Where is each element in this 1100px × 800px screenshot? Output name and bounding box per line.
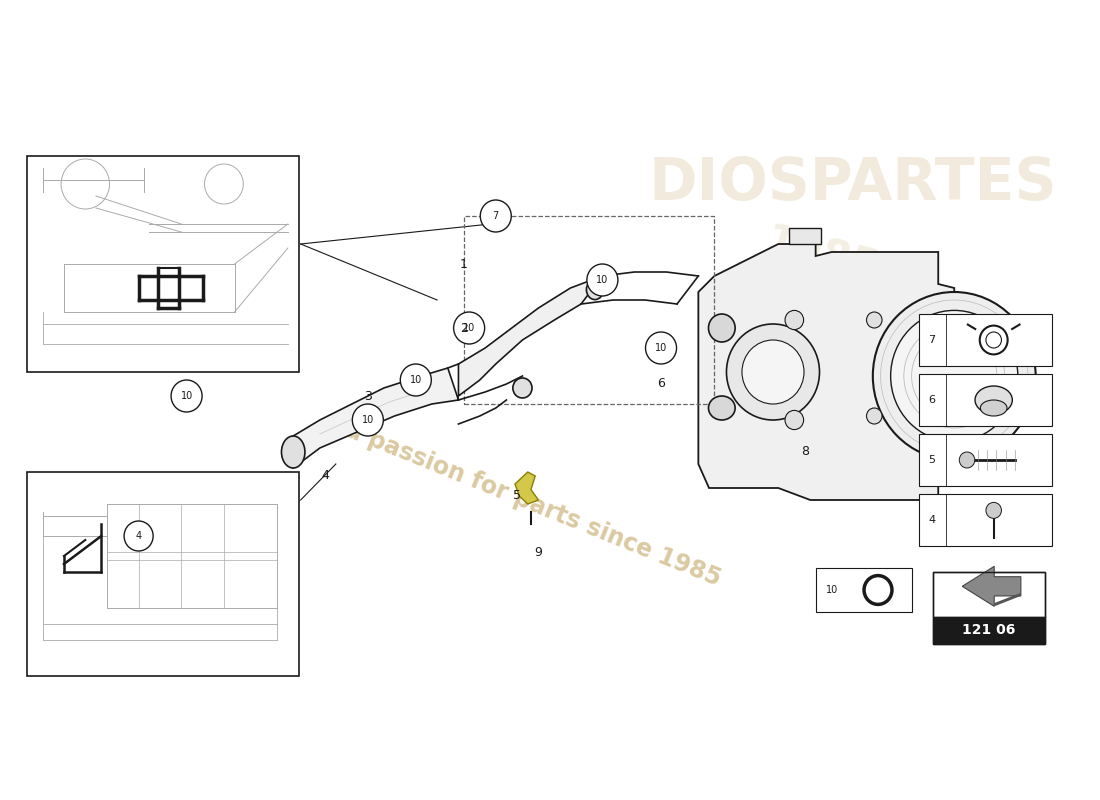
- Bar: [920, 374, 1053, 426]
- Text: 9: 9: [535, 546, 542, 558]
- Ellipse shape: [586, 279, 604, 299]
- Ellipse shape: [975, 386, 1012, 414]
- Bar: [815, 568, 912, 612]
- Bar: [464, 216, 714, 404]
- Circle shape: [867, 312, 882, 328]
- Text: 6: 6: [657, 378, 665, 390]
- Text: 1985: 1985: [760, 221, 882, 291]
- Text: 10: 10: [180, 391, 192, 401]
- Polygon shape: [515, 472, 538, 504]
- Ellipse shape: [513, 378, 532, 398]
- Polygon shape: [962, 566, 1021, 606]
- Ellipse shape: [708, 396, 735, 420]
- Text: 10: 10: [409, 375, 422, 385]
- Circle shape: [453, 312, 485, 344]
- Text: 5: 5: [513, 490, 521, 502]
- Bar: [933, 572, 1045, 617]
- Text: 7: 7: [493, 211, 499, 221]
- Text: 4: 4: [928, 515, 935, 525]
- Text: 2: 2: [460, 322, 467, 334]
- Circle shape: [785, 410, 804, 430]
- Ellipse shape: [708, 314, 735, 342]
- Text: 10: 10: [362, 415, 374, 425]
- Circle shape: [959, 452, 975, 468]
- Circle shape: [587, 264, 618, 296]
- Circle shape: [891, 310, 1018, 442]
- Bar: [920, 434, 1053, 486]
- Circle shape: [646, 332, 676, 364]
- Circle shape: [400, 364, 431, 396]
- Text: 10: 10: [596, 275, 608, 285]
- Ellipse shape: [282, 436, 305, 468]
- Text: 7: 7: [928, 335, 935, 345]
- Text: 10: 10: [825, 585, 838, 595]
- Circle shape: [872, 292, 1036, 460]
- Text: 8: 8: [801, 446, 808, 458]
- Circle shape: [986, 502, 1001, 518]
- Circle shape: [124, 521, 153, 551]
- Text: 6: 6: [928, 395, 935, 405]
- Polygon shape: [294, 368, 459, 468]
- Polygon shape: [789, 228, 821, 244]
- Text: 1: 1: [460, 258, 467, 270]
- Text: 4: 4: [321, 470, 329, 482]
- Circle shape: [742, 340, 804, 404]
- Text: a passion for parts since 1985: a passion for parts since 1985: [342, 418, 724, 590]
- Circle shape: [867, 408, 882, 424]
- Circle shape: [726, 324, 820, 420]
- Text: 5: 5: [928, 455, 935, 465]
- Bar: [26, 156, 298, 372]
- Bar: [920, 494, 1053, 546]
- Circle shape: [785, 310, 804, 330]
- Bar: [26, 472, 298, 676]
- Polygon shape: [698, 244, 954, 500]
- Bar: [933, 617, 1045, 644]
- Text: 4: 4: [135, 531, 142, 541]
- Polygon shape: [459, 276, 603, 396]
- Bar: [920, 314, 1053, 366]
- Circle shape: [481, 200, 512, 232]
- Ellipse shape: [980, 400, 1006, 416]
- Text: 10: 10: [654, 343, 668, 353]
- Circle shape: [172, 380, 202, 412]
- Text: 3: 3: [364, 390, 372, 402]
- Bar: [933, 572, 1045, 644]
- Text: DIOSPARTES: DIOSPARTES: [649, 155, 1057, 213]
- Circle shape: [352, 404, 383, 436]
- Text: 10: 10: [463, 323, 475, 333]
- Polygon shape: [994, 593, 1021, 606]
- Text: 121 06: 121 06: [962, 623, 1015, 638]
